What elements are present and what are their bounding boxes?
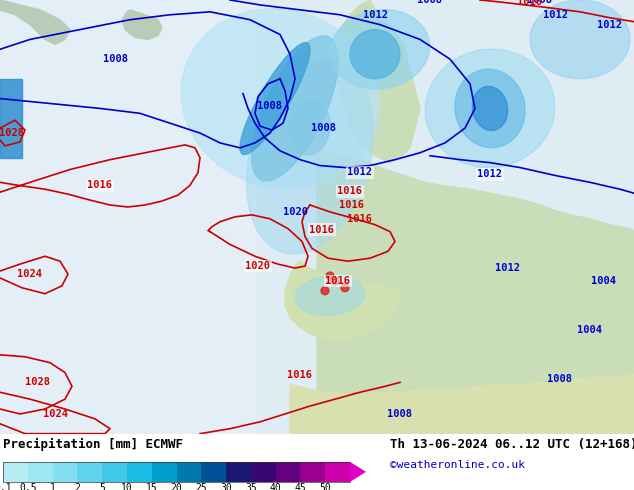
Bar	[201, 462, 226, 482]
Ellipse shape	[240, 43, 310, 154]
Text: 0.5: 0.5	[19, 483, 37, 490]
Text: 20: 20	[171, 483, 183, 490]
Bar	[301, 462, 325, 482]
Text: Precipitation [mm] ECMWF: Precipitation [mm] ECMWF	[3, 438, 183, 451]
Text: 1016: 1016	[287, 369, 313, 380]
Text: 2: 2	[74, 483, 81, 490]
Text: 1016: 1016	[517, 0, 543, 7]
Text: 1028: 1028	[0, 128, 25, 138]
Bar	[310, 79, 390, 158]
Text: 1012: 1012	[543, 10, 567, 20]
Bar	[28, 462, 53, 482]
Text: 1008: 1008	[103, 54, 127, 64]
Text: 1012: 1012	[347, 168, 373, 177]
Bar	[276, 462, 301, 482]
Bar	[325, 462, 350, 482]
Bar	[0, 79, 22, 158]
Circle shape	[341, 284, 349, 292]
Text: 50: 50	[320, 483, 331, 490]
Bar	[226, 462, 251, 482]
Text: 1028: 1028	[25, 377, 51, 388]
Polygon shape	[285, 261, 400, 340]
Circle shape	[321, 287, 329, 294]
Ellipse shape	[472, 86, 508, 130]
Ellipse shape	[252, 36, 339, 181]
Ellipse shape	[247, 61, 373, 254]
Bar	[127, 462, 152, 482]
Bar	[0, 0, 255, 434]
Text: 1012: 1012	[496, 263, 521, 273]
Circle shape	[326, 272, 334, 280]
Polygon shape	[350, 462, 366, 482]
Bar	[152, 462, 176, 482]
Bar	[176, 462, 201, 482]
Polygon shape	[335, 0, 420, 163]
Ellipse shape	[181, 9, 379, 189]
Text: 1016: 1016	[339, 200, 365, 210]
Bar	[3, 462, 28, 482]
Text: 1016: 1016	[87, 180, 112, 190]
Bar	[53, 462, 77, 482]
Text: 40: 40	[270, 483, 281, 490]
Bar	[102, 462, 127, 482]
Text: 1008: 1008	[418, 0, 443, 5]
Ellipse shape	[530, 0, 630, 79]
Text: 15: 15	[146, 483, 158, 490]
Text: 1008: 1008	[387, 409, 413, 419]
Ellipse shape	[455, 69, 525, 147]
Text: 1008: 1008	[527, 0, 552, 5]
Text: 1008: 1008	[548, 374, 573, 385]
Ellipse shape	[425, 49, 555, 168]
Polygon shape	[296, 108, 325, 160]
Polygon shape	[122, 10, 162, 39]
Text: 1012: 1012	[597, 20, 623, 29]
Ellipse shape	[330, 9, 430, 89]
Polygon shape	[282, 118, 295, 140]
Text: 1016: 1016	[347, 214, 373, 224]
Text: 30: 30	[220, 483, 232, 490]
Text: 1024: 1024	[18, 269, 42, 279]
Text: ©weatheronline.co.uk: ©weatheronline.co.uk	[390, 460, 525, 470]
Text: 1008: 1008	[311, 123, 335, 133]
Polygon shape	[317, 148, 634, 434]
Text: Th 13-06-2024 06..12 UTC (12+168): Th 13-06-2024 06..12 UTC (12+168)	[390, 438, 634, 451]
Text: 1024: 1024	[42, 409, 67, 419]
Ellipse shape	[295, 276, 365, 316]
Bar	[3, 462, 350, 482]
Text: 1004: 1004	[590, 276, 616, 286]
Text: 1012: 1012	[477, 170, 503, 179]
Text: 1016: 1016	[337, 186, 363, 196]
Text: 5: 5	[99, 483, 105, 490]
Text: 10: 10	[121, 483, 133, 490]
Text: 25: 25	[195, 483, 207, 490]
Text: 1: 1	[49, 483, 56, 490]
Text: 1016: 1016	[309, 224, 335, 235]
Text: 1020: 1020	[245, 261, 271, 271]
Circle shape	[331, 277, 339, 285]
Text: 45: 45	[295, 483, 306, 490]
Polygon shape	[0, 0, 70, 45]
Text: 1004: 1004	[578, 325, 602, 335]
Text: 1008: 1008	[257, 101, 283, 111]
Ellipse shape	[350, 29, 400, 79]
Ellipse shape	[290, 101, 330, 155]
Bar	[77, 462, 102, 482]
Text: 1020: 1020	[283, 207, 307, 217]
Polygon shape	[290, 374, 634, 434]
Text: 35: 35	[245, 483, 257, 490]
Text: 1016: 1016	[325, 276, 351, 286]
Bar	[251, 462, 276, 482]
Text: 1012: 1012	[363, 10, 387, 20]
Text: 0.1: 0.1	[0, 483, 12, 490]
